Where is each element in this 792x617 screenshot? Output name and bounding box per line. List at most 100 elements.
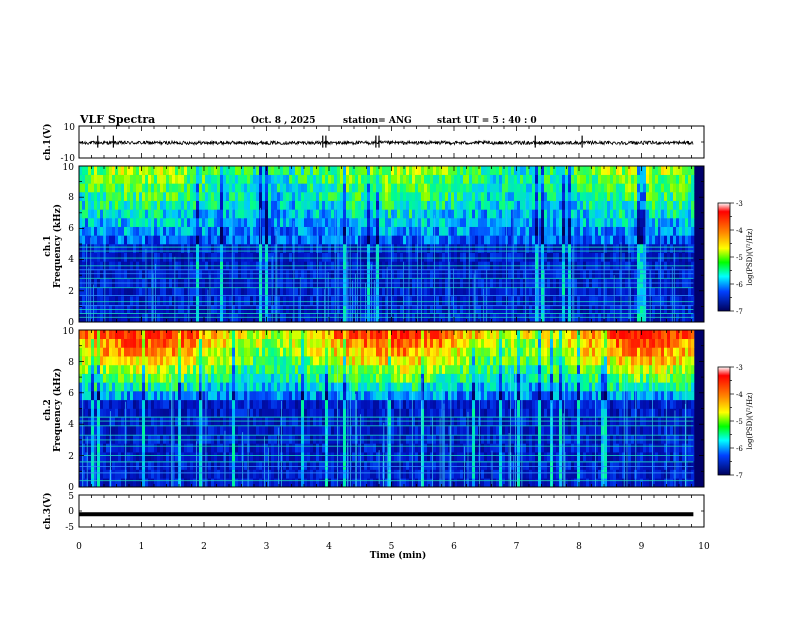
- spectrogram-cell: [220, 183, 223, 192]
- spectrogram-cell: [157, 347, 160, 356]
- spectrogram-cell: [118, 287, 121, 296]
- spectrogram-cell: [169, 253, 172, 262]
- spectrogram-cell: [361, 166, 364, 175]
- spectrogram-cell: [544, 253, 547, 262]
- spectrogram-cell: [133, 400, 136, 409]
- spectrogram-cell: [151, 209, 154, 218]
- spectrogram-cell: [574, 313, 577, 322]
- ch1-ytick-top: 10: [64, 123, 76, 133]
- spectrogram-cell: [184, 426, 187, 435]
- ch1-cb-tick-m7: -7: [736, 308, 743, 316]
- spectrogram-cell: [244, 296, 247, 305]
- spectrogram-cell: [394, 253, 397, 262]
- spectrogram-cell: [685, 235, 688, 244]
- spectrogram-cell: [508, 287, 511, 296]
- spectrogram-cell: [598, 209, 601, 218]
- spectrogram-cell: [151, 417, 154, 426]
- spectrogram-cell: [397, 270, 400, 279]
- spectrogram-cell: [463, 235, 466, 244]
- spectrogram-cell: [355, 201, 358, 210]
- spectrogram-cell: [217, 391, 220, 400]
- spectrogram-cell: [493, 175, 496, 184]
- spectrogram-cell: [658, 166, 661, 175]
- spectrogram-cell: [118, 452, 121, 461]
- spectrogram-cell: [199, 235, 202, 244]
- spectrogram-cell: [619, 218, 622, 227]
- spectrogram-cell: [85, 391, 88, 400]
- spectrogram-cell: [589, 192, 592, 201]
- spectrogram-cell: [496, 201, 499, 210]
- spectrogram-cell: [673, 201, 676, 210]
- spectrogram-cell: [385, 175, 388, 184]
- spectrogram-cell: [520, 183, 523, 192]
- spectrogram-cell: [679, 287, 682, 296]
- spectrogram-cell: [217, 339, 220, 348]
- spectrogram-cell: [379, 209, 382, 218]
- spectrogram-cell: [625, 296, 628, 305]
- spectrogram-cell: [457, 201, 460, 210]
- spectrogram-cell: [94, 201, 97, 210]
- spectrogram-cell: [301, 183, 304, 192]
- spectrogram-cell: [160, 435, 163, 444]
- spectrogram-cell: [331, 313, 334, 322]
- spectrogram-cell: [670, 201, 673, 210]
- spectrogram-cell: [205, 356, 208, 365]
- spectrogram-cell: [121, 313, 124, 322]
- spectrogram-cell: [172, 382, 175, 391]
- spectrogram-cell: [550, 244, 553, 253]
- spectrogram-cell: [238, 270, 241, 279]
- spectrogram-cell: [157, 244, 160, 253]
- spectrogram-cell: [94, 478, 97, 487]
- spectrogram-cell: [169, 209, 172, 218]
- spectrogram-cell: [148, 166, 151, 175]
- spectrogram-cell: [193, 470, 196, 479]
- spectrogram-cell: [97, 470, 100, 479]
- spectrogram-cell: [571, 201, 574, 210]
- spectrogram-cell: [178, 209, 181, 218]
- spectrogram-cell: [115, 382, 118, 391]
- spectrogram-cell: [145, 339, 148, 348]
- spectrogram-cell: [214, 356, 217, 365]
- spectrogram-cell: [145, 470, 148, 479]
- spectrogram-cell: [511, 227, 514, 236]
- spectrogram-cell: [127, 270, 130, 279]
- spectrogram-cell: [451, 244, 454, 253]
- spectrogram-cell: [85, 417, 88, 426]
- spectrogram-cell: [625, 313, 628, 322]
- spectrogram-cell: [205, 365, 208, 374]
- spectrogram-cell: [319, 201, 322, 210]
- spectrogram-cell: [646, 235, 649, 244]
- spectrogram-cell: [499, 209, 502, 218]
- spectrogram-cell: [106, 443, 109, 452]
- spectrogram-cell: [325, 166, 328, 175]
- spectrogram-cell: [460, 192, 463, 201]
- spectrogram-cell: [184, 244, 187, 253]
- spectrogram-cell: [502, 183, 505, 192]
- spectrogram-cell: [175, 227, 178, 236]
- spectrogram-cell: [175, 175, 178, 184]
- spectrogram-cell: [235, 235, 238, 244]
- spectrogram-cell: [148, 400, 151, 409]
- spectrogram-cell: [493, 201, 496, 210]
- spectrogram-cell: [220, 374, 223, 383]
- spectrogram-cell: [493, 227, 496, 236]
- spectrogram-cell: [130, 382, 133, 391]
- spectrogram-cell: [124, 391, 127, 400]
- spectrogram-cell: [151, 470, 154, 479]
- spectrogram-cell: [274, 175, 277, 184]
- spectrogram-cell: [418, 235, 421, 244]
- spectrogram-cell: [526, 235, 529, 244]
- spectrogram-cell: [382, 209, 385, 218]
- spectrogram-cell: [97, 391, 100, 400]
- spectrogram-cell: [526, 253, 529, 262]
- spectrogram-cell: [367, 218, 370, 227]
- spectrogram-cell: [445, 227, 448, 236]
- spectrogram-cell: [127, 287, 130, 296]
- spectrogram-cell: [154, 426, 157, 435]
- spectrogram-cell: [451, 253, 454, 262]
- spectrogram-cell: [337, 183, 340, 192]
- spectrogram-cell: [157, 339, 160, 348]
- spectrogram-cell: [637, 227, 640, 236]
- spectrogram-cell: [304, 218, 307, 227]
- spectrogram-cell: [670, 296, 673, 305]
